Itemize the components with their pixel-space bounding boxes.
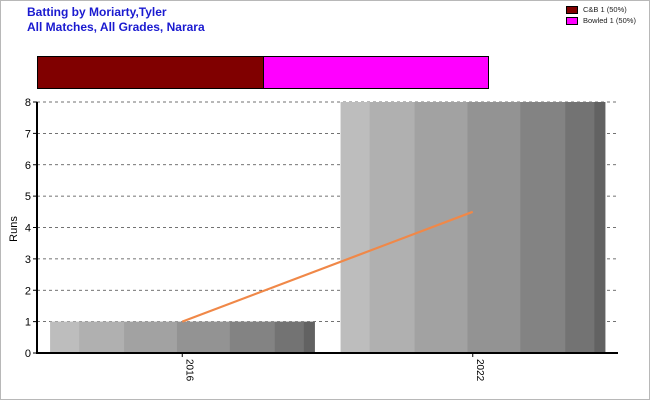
legend-item-cb: C&B 1 (50%) — [566, 4, 636, 15]
y-tick-label: 7 — [25, 128, 31, 140]
legend-item-bowled: Bowled 1 (50%) — [566, 15, 636, 26]
chart-subtitle: All Matches, All Grades, Narara — [27, 20, 205, 34]
legend: C&B 1 (50%) Bowled 1 (50%) — [566, 4, 636, 26]
proportion-segment-cb — [38, 57, 263, 88]
legend-swatch-cb — [566, 5, 578, 14]
x-tick-label: 2016 — [183, 359, 194, 382]
proportion-segment-bowled — [262, 57, 488, 88]
y-tick-label: 4 — [25, 223, 31, 235]
y-tick-label: 2 — [25, 285, 31, 297]
y-tick-label: 1 — [25, 317, 31, 329]
y-tick-label: 3 — [25, 254, 31, 266]
dismissal-proportion-bar — [37, 56, 489, 89]
bar-2016 — [50, 321, 315, 353]
legend-swatch-bowled — [566, 16, 578, 25]
y-tick-label: 5 — [25, 191, 31, 203]
y-tick-label: 0 — [25, 348, 31, 360]
y-axis-label: Runs — [8, 216, 20, 242]
bar-2022 — [340, 102, 606, 353]
trend-line — [181, 210, 474, 323]
legend-label-bowled: Bowled 1 (50%) — [583, 16, 636, 25]
y-tick-label: 6 — [25, 160, 31, 172]
y-tick-label: 8 — [25, 97, 31, 109]
legend-label-cb: C&B 1 (50%) — [583, 5, 627, 14]
x-tick-label: 2022 — [474, 359, 485, 382]
chart-title: Batting by Moriarty,Tyler — [27, 5, 167, 19]
